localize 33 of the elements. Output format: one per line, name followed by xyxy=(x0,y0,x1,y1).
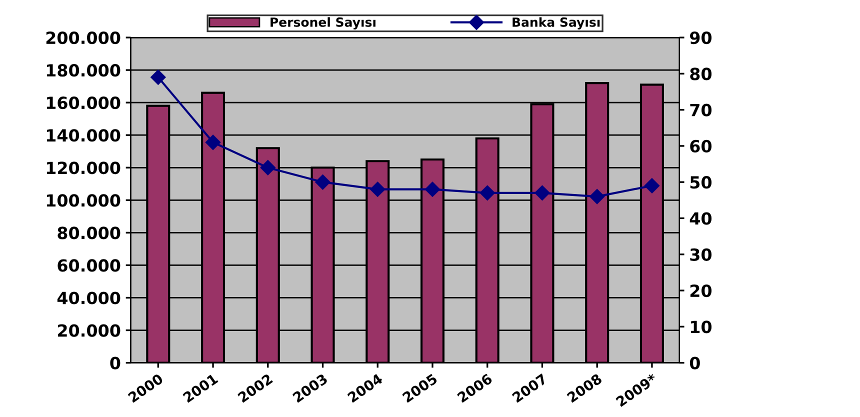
point xyxy=(150,70,166,85)
y-tick-label: 20.000 xyxy=(58,324,120,337)
y2-tick-label: 90 xyxy=(690,31,712,44)
y2-tick-label: 10 xyxy=(691,320,712,334)
y2-tick-label: 0 xyxy=(690,356,700,370)
point xyxy=(480,185,495,200)
y-tick-label: 180.000 xyxy=(46,64,120,77)
y-tick-label: 80.000 xyxy=(58,226,120,240)
point xyxy=(534,185,550,200)
y-tick-label: 160.000 xyxy=(46,96,120,110)
y2-tick-label: 60 xyxy=(690,140,712,153)
y2-tick-label: 80 xyxy=(690,68,712,80)
y-tick-label: 100.000 xyxy=(46,194,120,207)
point xyxy=(260,160,276,176)
y-tick-label: 140.000 xyxy=(46,129,120,142)
y-tick-label: 60.000 xyxy=(58,259,120,272)
y-tick-label: 120.000 xyxy=(46,162,120,174)
y-tick-label: 40.000 xyxy=(57,292,120,304)
y-tick-label: 200.000 xyxy=(46,31,120,44)
y2-tick-label: 40 xyxy=(690,212,712,225)
y2-tick-label: 50 xyxy=(690,176,712,189)
legend-label: Personel Sayısı xyxy=(270,17,376,30)
y2-tick-label: 20 xyxy=(690,284,712,298)
y2-tick-label: 70 xyxy=(690,104,712,116)
y2-tick-label: 30 xyxy=(690,248,712,261)
point xyxy=(644,178,660,194)
point xyxy=(370,182,386,197)
point xyxy=(590,188,605,204)
y-tick-label: 0 xyxy=(110,356,120,370)
point xyxy=(205,134,221,150)
point xyxy=(424,182,440,197)
legend-label: Banka Sayısı xyxy=(512,17,600,30)
point xyxy=(315,174,330,190)
